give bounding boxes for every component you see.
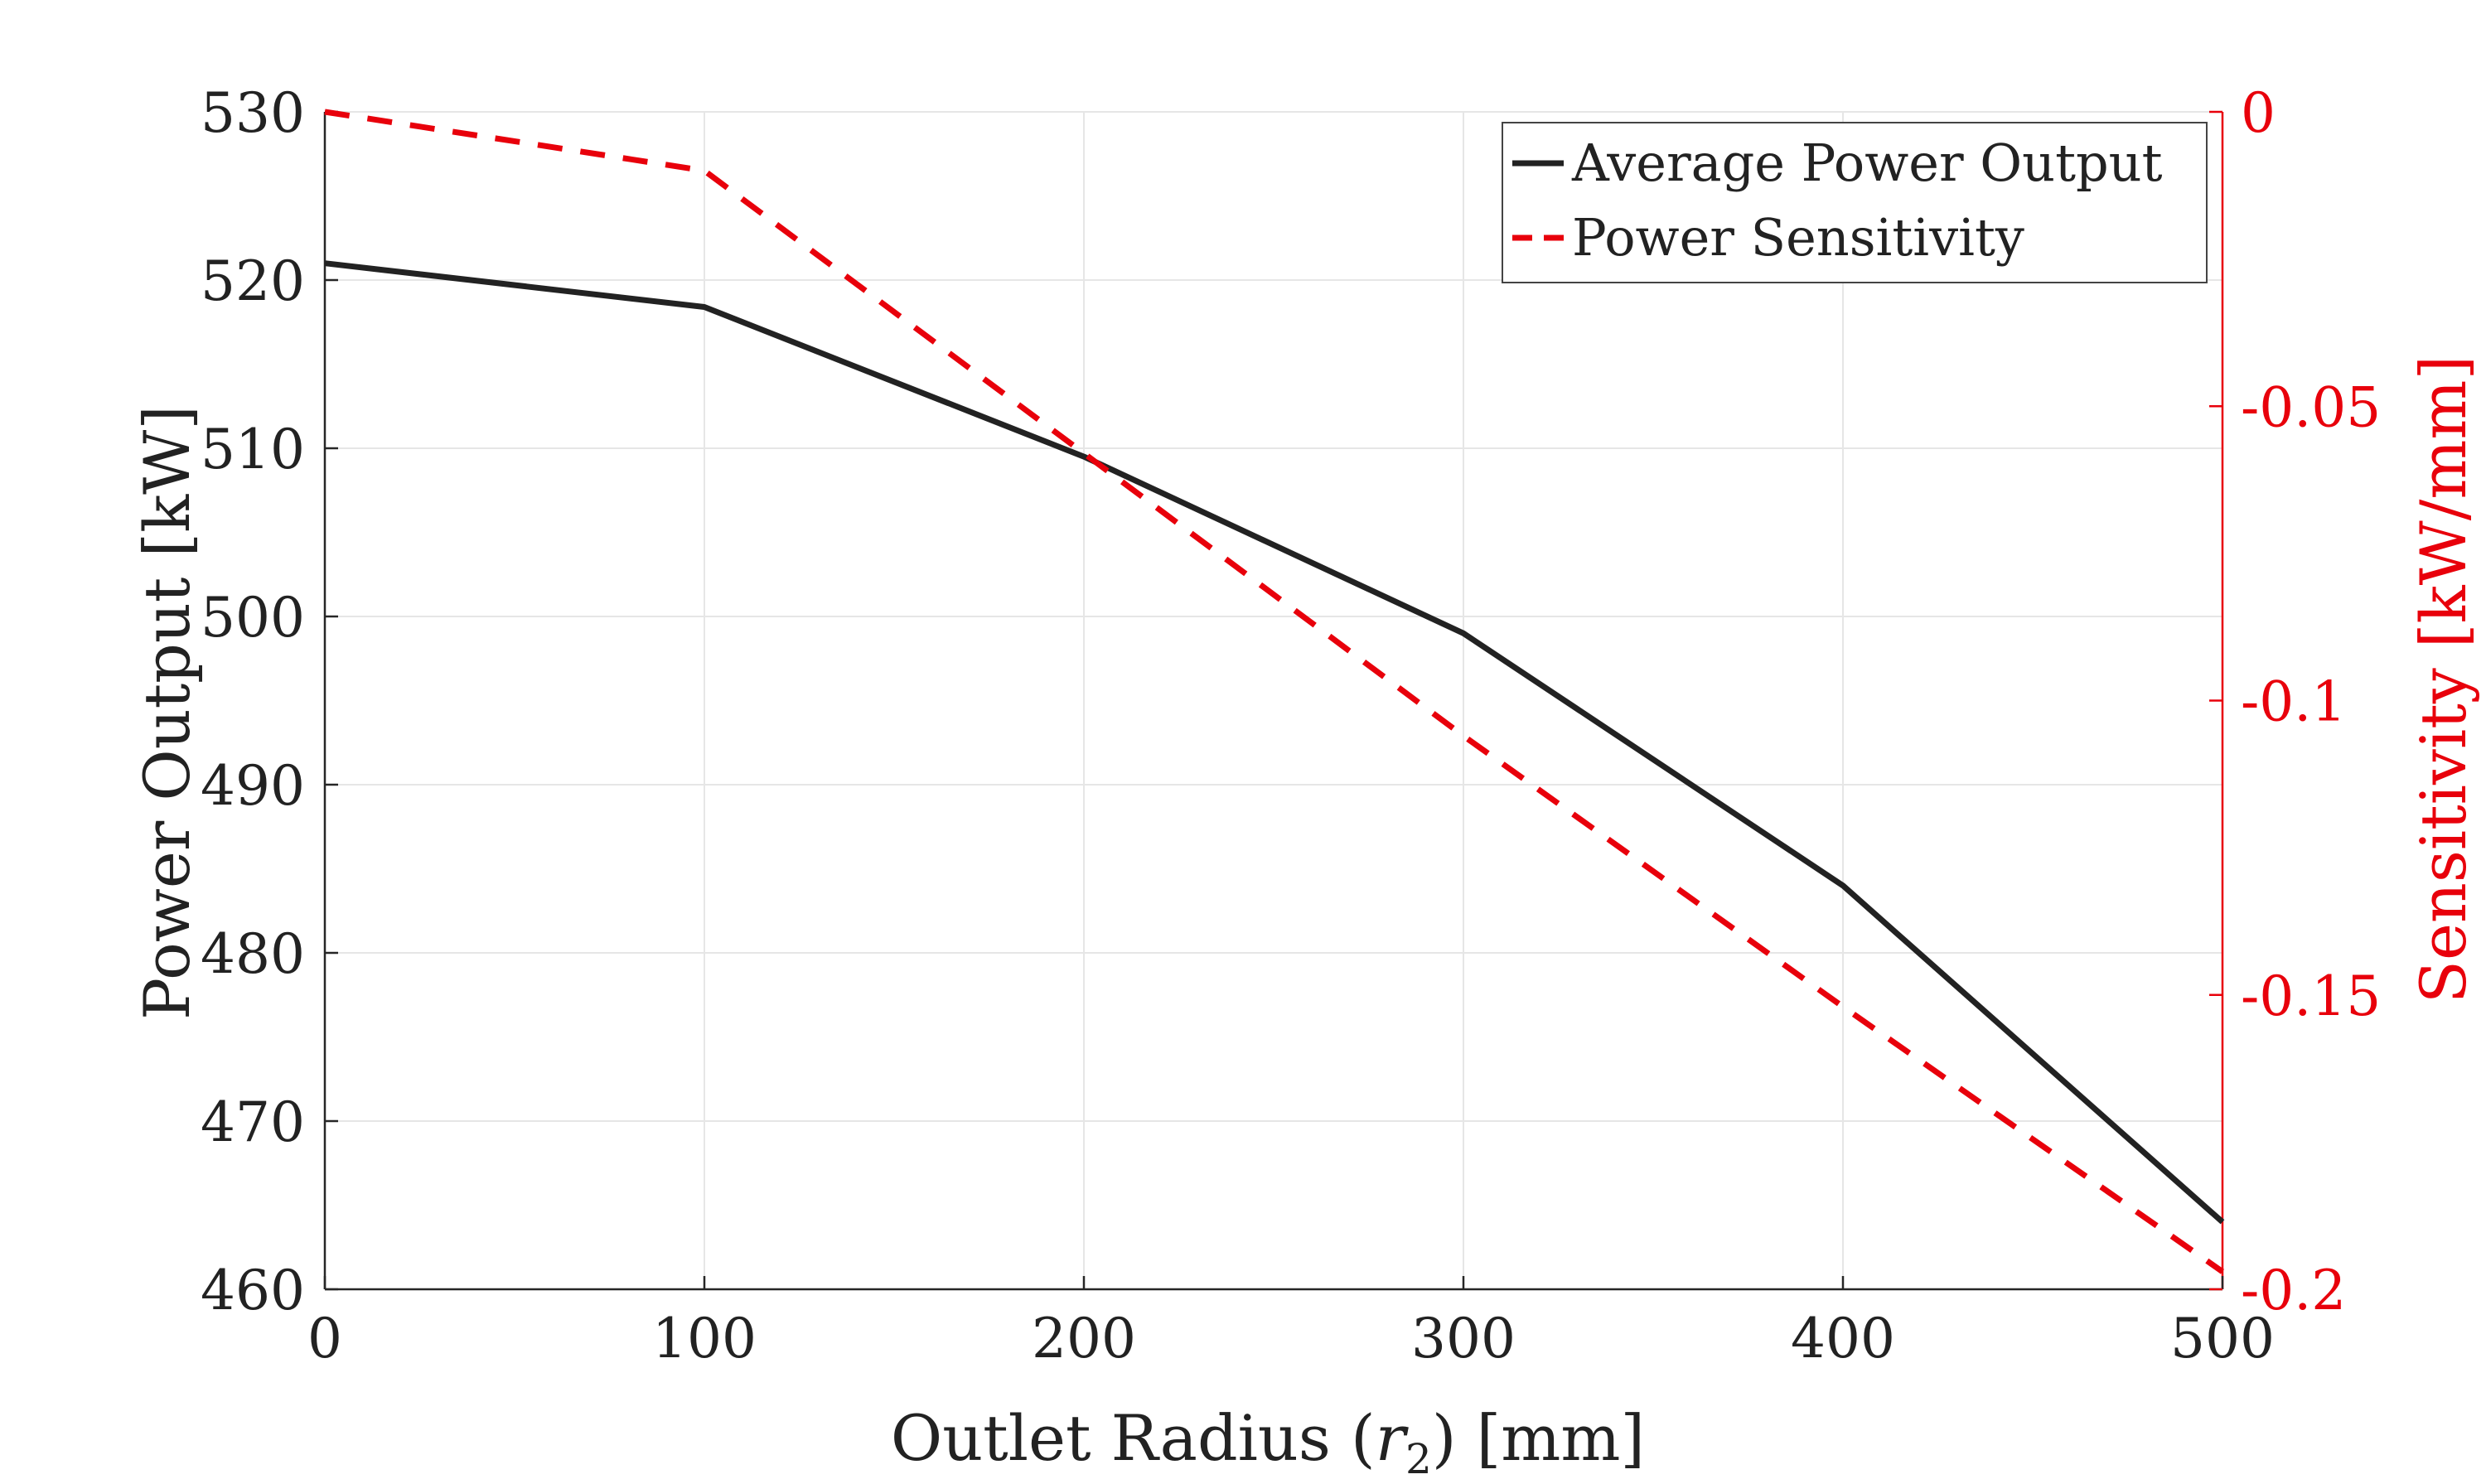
x-axis-label-sub: 2 bbox=[1405, 1435, 1432, 1483]
series-layer bbox=[324, 109, 2225, 1274]
y2-axis-label: Sensitivity [kW/mm] bbox=[2406, 355, 2480, 1003]
y-tick-label: 510 bbox=[201, 418, 305, 481]
y2-tick-label: -0.1 bbox=[2241, 670, 2346, 734]
legend-label-average-power-output: Average Power Output bbox=[1571, 133, 2163, 193]
y-tick-label: 460 bbox=[201, 1259, 305, 1322]
y-tick-label: 490 bbox=[201, 754, 305, 818]
x-tick-label: 400 bbox=[1791, 1307, 1895, 1370]
legend-box bbox=[1502, 122, 2208, 283]
y-tick-label: 470 bbox=[201, 1090, 305, 1154]
y-tick-label: 480 bbox=[201, 922, 305, 986]
y-tick-label: 530 bbox=[201, 81, 305, 145]
series-line-average-power-output bbox=[324, 260, 2225, 1225]
series-line-power-sensitivity bbox=[324, 109, 2225, 1274]
legend: Average Power Output Power Sensitivity bbox=[1502, 122, 2208, 283]
y-tick-label: 500 bbox=[201, 586, 305, 650]
x-tick-label: 100 bbox=[652, 1307, 757, 1370]
x-axis-label-end: ) [mm] bbox=[1432, 1401, 1645, 1475]
y-tick-label: 520 bbox=[201, 249, 305, 313]
y2-tick-label: -0.15 bbox=[2241, 964, 2381, 1028]
tick-labels: 0 100 200 300 400 500 460 470 480 490 500 510 520 530… bbox=[201, 81, 2381, 1370]
x-tick-label: 300 bbox=[1411, 1307, 1516, 1370]
x-tick-label: 200 bbox=[1032, 1307, 1136, 1370]
y2-tick-label: -0.2 bbox=[2241, 1259, 2346, 1322]
legend-label-power-sensitivity: Power Sensitivity bbox=[1572, 207, 2024, 268]
axes bbox=[323, 110, 2224, 1291]
y2-tick-label: -0.05 bbox=[2241, 375, 2381, 439]
x-axis-label: Outlet Radius (r2) [mm] bbox=[891, 1401, 1645, 1483]
x-tick-label: 500 bbox=[2170, 1307, 2275, 1370]
y-axis-label: Power Output [kW] bbox=[130, 405, 204, 1020]
x-axis-label-main: Outlet Radius ( bbox=[891, 1401, 1376, 1475]
x-tick-label: 0 bbox=[307, 1307, 342, 1370]
x-axis-label-var: r bbox=[1376, 1401, 1410, 1475]
grid bbox=[324, 111, 2223, 1290]
y2-tick-label: 0 bbox=[2241, 81, 2276, 145]
